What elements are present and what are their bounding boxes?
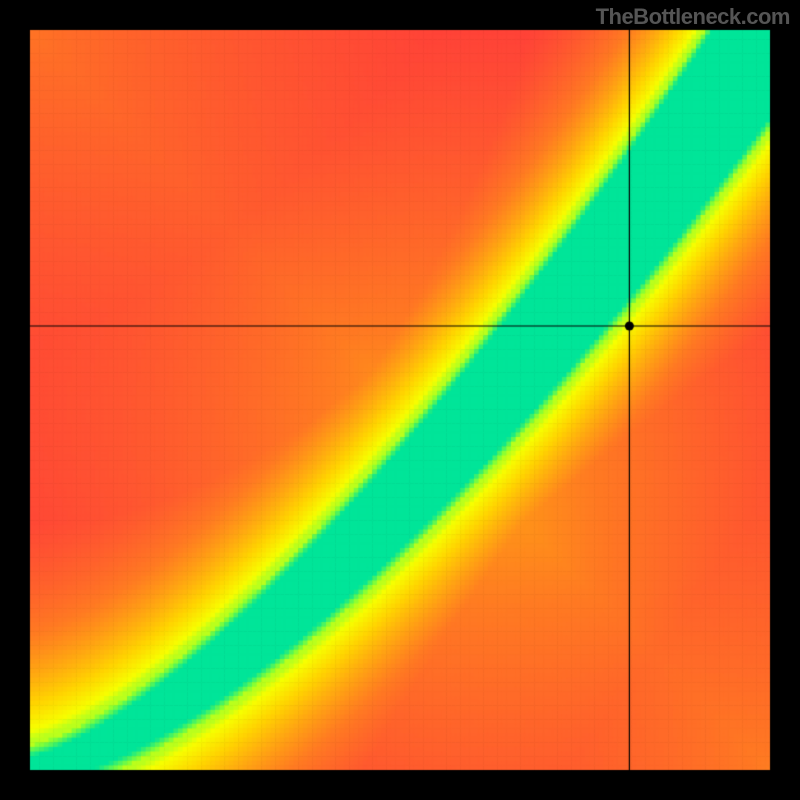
watermark-text: TheBottleneck.com bbox=[596, 4, 790, 30]
bottleneck-heatmap bbox=[0, 0, 800, 800]
